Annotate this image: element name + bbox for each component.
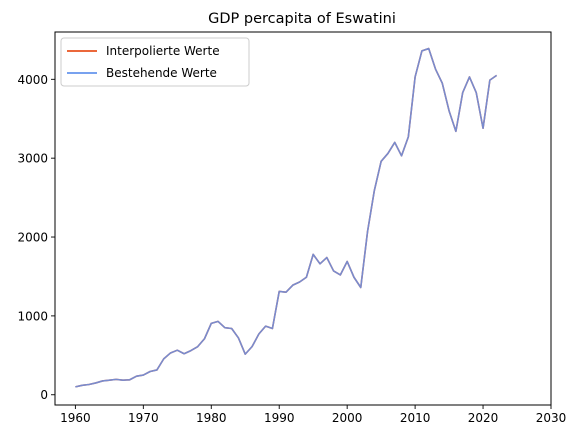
x-tick-label: 2010 [400, 411, 431, 425]
x-tick-label: 1980 [196, 411, 227, 425]
legend-box [60, 37, 250, 87]
y-tick-label: 2000 [17, 231, 48, 245]
y-tick-label: 1000 [17, 309, 48, 323]
x-tick-label: 1990 [264, 411, 295, 425]
series-line-1 [75, 47, 498, 388]
chart-title: GDP percapita of Eswatini [208, 11, 396, 27]
y-axis: 0 1000 2000 3000 4000 [17, 73, 55, 402]
y-tick-label: 0 [40, 388, 48, 402]
legend-label-existing: Bestehende Werte [106, 66, 217, 80]
x-tick-label: 2000 [332, 411, 363, 425]
plot-frame [54, 31, 552, 406]
x-tick-label: 2030 [536, 411, 567, 425]
x-tick-label: 2020 [468, 411, 499, 425]
x-tick-label: 1960 [60, 411, 91, 425]
x-tick-label: 1970 [128, 411, 159, 425]
y-tick-label: 3000 [17, 152, 48, 166]
x-axis: 1960 1970 1980 1990 2000 2010 2020 2030 [60, 405, 566, 425]
y-tick-label: 4000 [17, 73, 48, 87]
legend-label-interpolated: Interpolierte Werte [106, 44, 220, 58]
legend: Interpolierte Werte Bestehende Werte [60, 37, 250, 87]
plot-area [75, 47, 498, 388]
series-line-0 [75, 47, 498, 388]
